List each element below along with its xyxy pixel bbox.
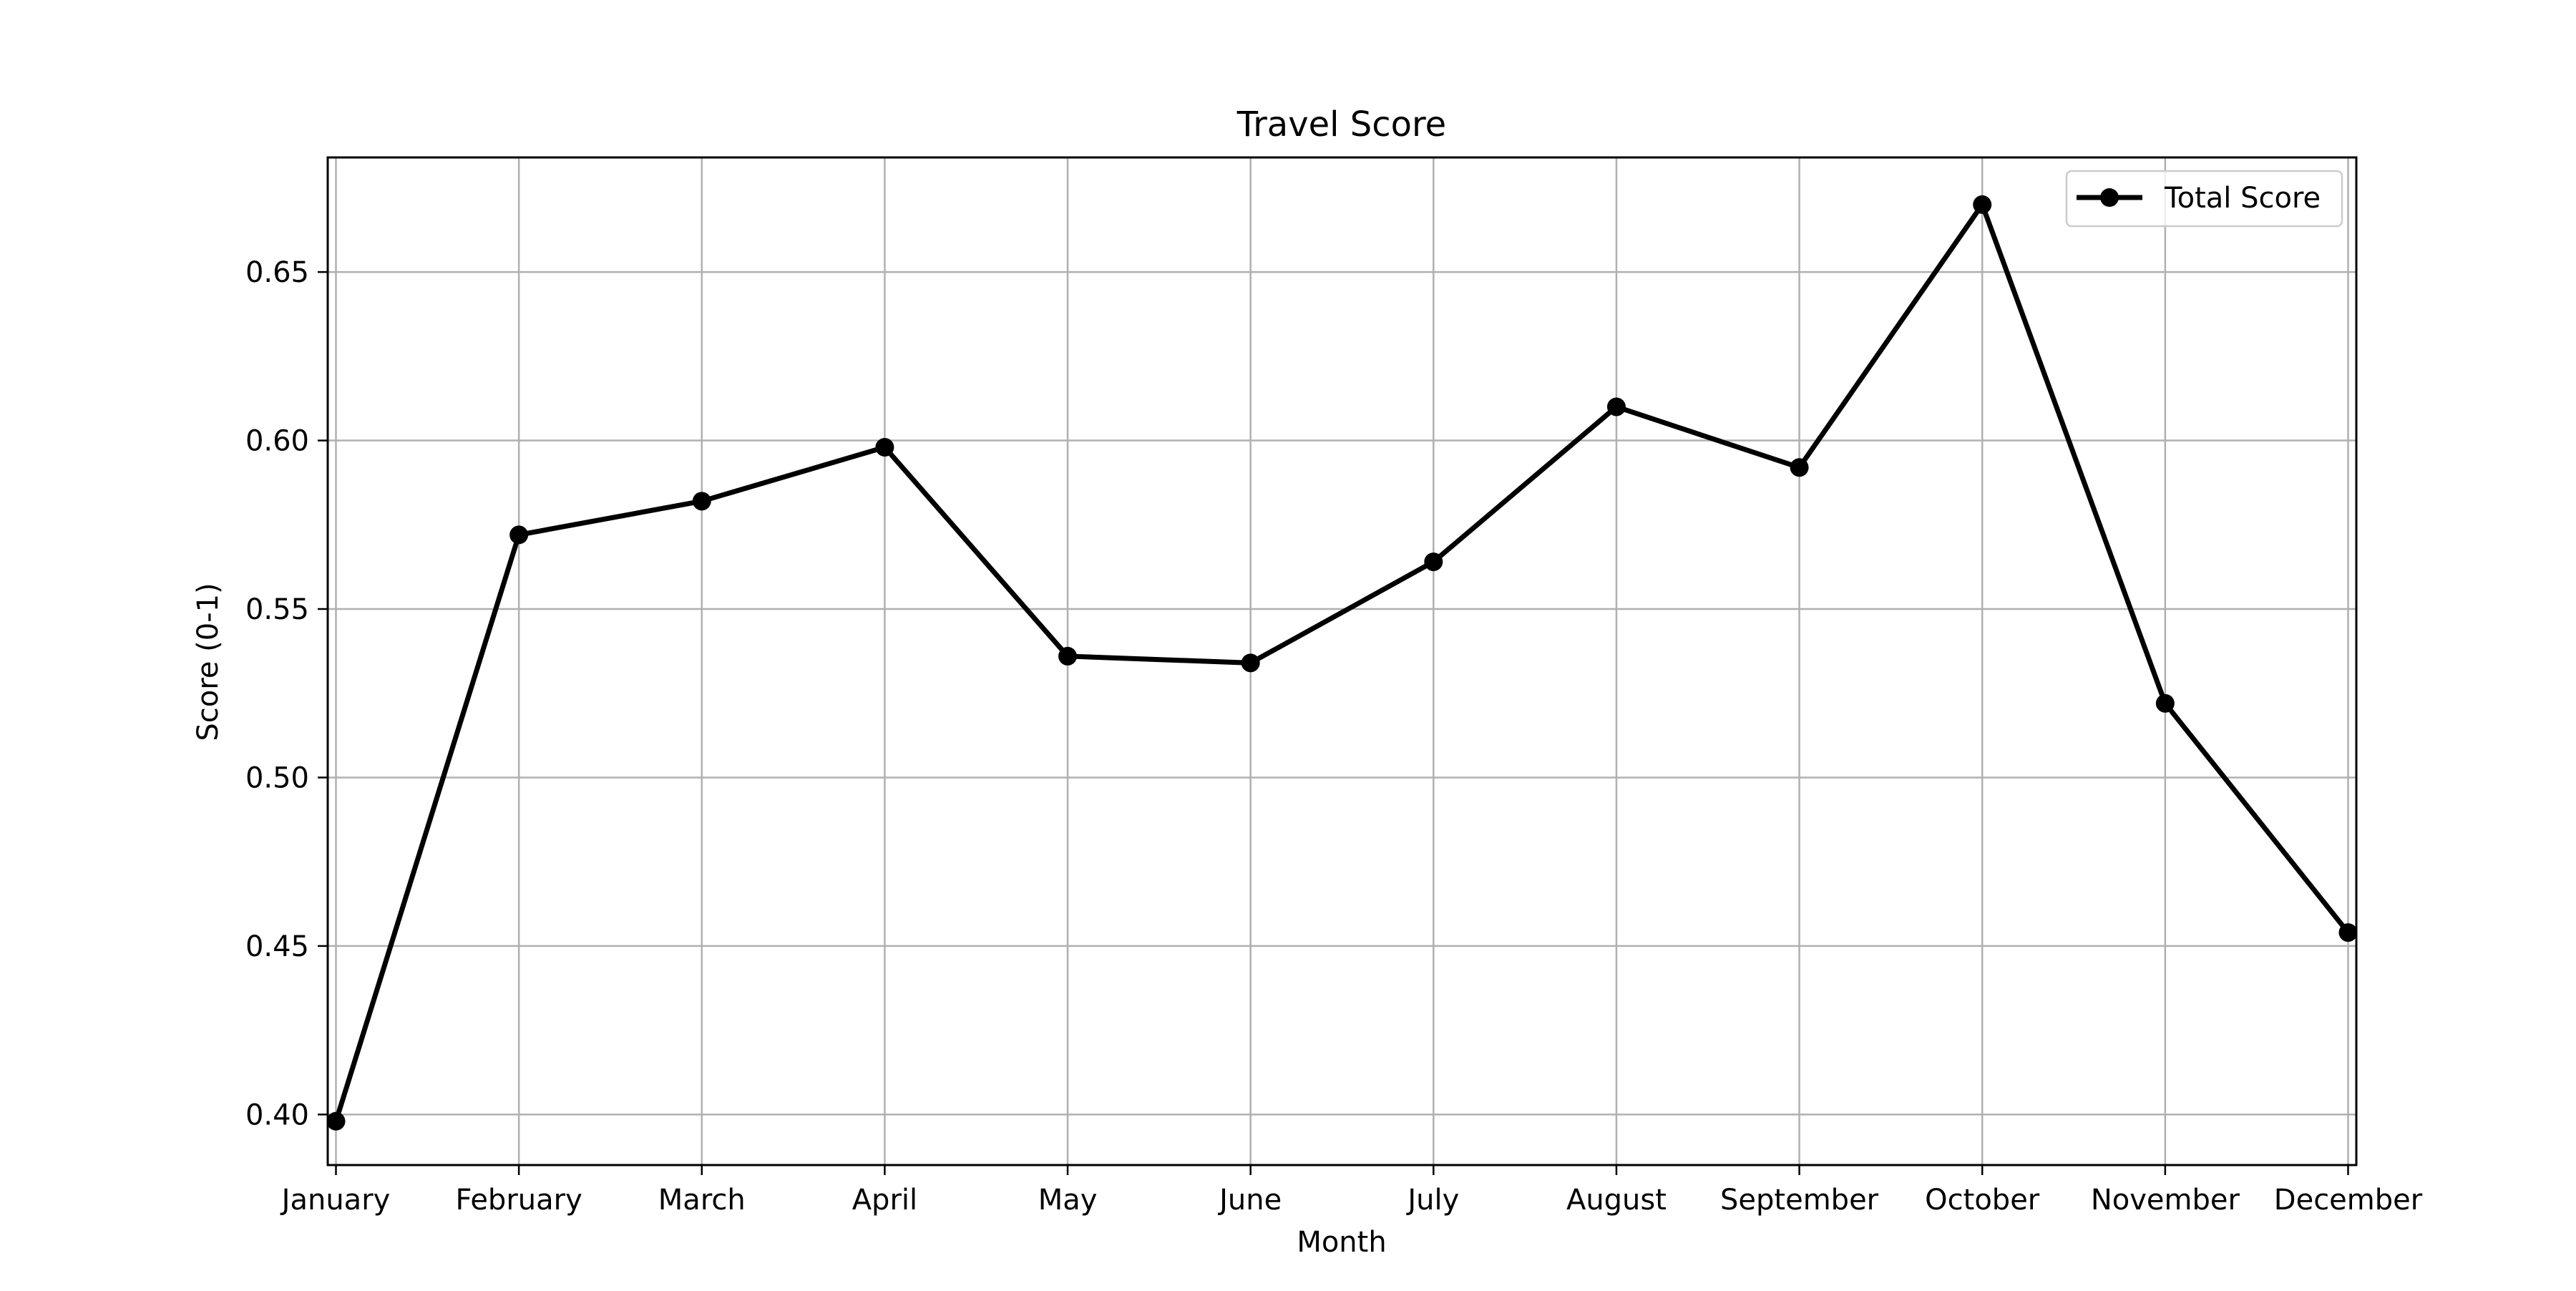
grid (328, 157, 2356, 1165)
x-tick-label: March (658, 1184, 746, 1217)
axis-ticks: January February March April May June July Augu… (245, 256, 2423, 1217)
x-axis-label: Month (1297, 1226, 1386, 1259)
x-tick-label: June (1217, 1184, 1282, 1217)
x-tick-label: September (1720, 1184, 1879, 1217)
data-point (692, 492, 711, 511)
data-point (2338, 923, 2358, 942)
y-tick-label: 0.65 (245, 256, 309, 289)
y-tick-label: 0.40 (245, 1098, 309, 1131)
data-point (1973, 195, 1992, 214)
x-tick-label: May (1038, 1184, 1098, 1217)
legend-box (2065, 170, 2343, 228)
data-point (2155, 693, 2175, 713)
y-tick-label: 0.50 (245, 761, 309, 794)
x-tick-label: December (2274, 1184, 2423, 1217)
data-point (1058, 646, 1078, 666)
data-point (509, 525, 529, 545)
legend-label: Total Score (2164, 182, 2321, 215)
x-tick-label: October (1925, 1184, 2040, 1217)
data-point (1790, 458, 1809, 477)
data-point (1606, 397, 1626, 416)
x-tick-label: February (456, 1184, 582, 1217)
data-point (326, 1111, 346, 1131)
y-axis-label: Score (0-1) (192, 583, 225, 741)
y-tick-label: 0.45 (245, 930, 309, 963)
series-total-score (326, 195, 2358, 1131)
x-tick-label: July (1405, 1184, 1459, 1217)
data-point (1241, 653, 1260, 673)
data-point (1424, 552, 1443, 572)
legend: Total Score (2065, 170, 2343, 228)
x-tick-label: August (1566, 1184, 1667, 1217)
x-tick-label: November (2091, 1184, 2240, 1217)
plot-frame (326, 156, 2358, 1166)
data-point (875, 437, 894, 457)
chart-title: Travel Score (1236, 104, 1446, 145)
x-tick-label: January (280, 1184, 391, 1217)
series-line (333, 202, 2352, 1125)
x-tick-label: April (852, 1184, 917, 1217)
y-tick-label: 0.55 (245, 593, 309, 626)
y-tick-label: 0.60 (245, 425, 309, 458)
legend-marker-sample (2100, 188, 2119, 207)
